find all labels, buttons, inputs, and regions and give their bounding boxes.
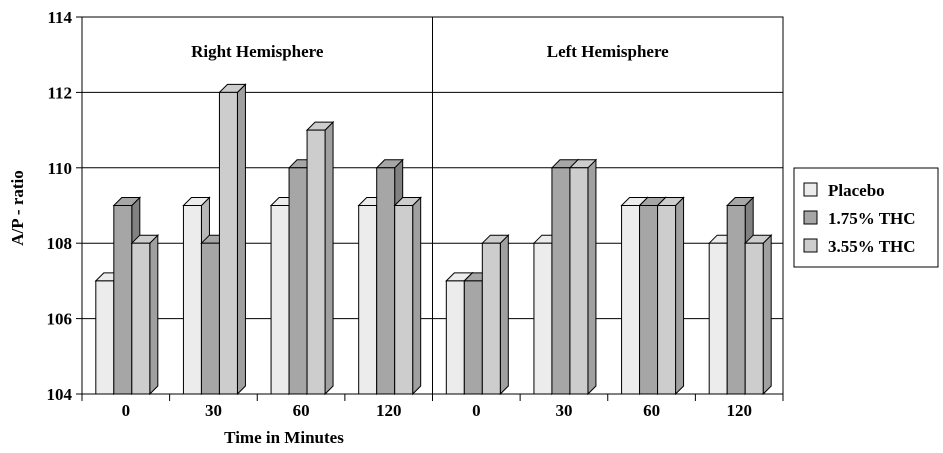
bar-front: [744, 242, 764, 395]
legend: Placebo 1.75% THC 3.55% THC: [793, 167, 939, 268]
y-tick-label: 114: [47, 8, 72, 27]
bar-front: [726, 205, 746, 395]
y-tick-label: 110: [47, 159, 72, 178]
bar-side: [762, 233, 772, 396]
bar-side: [324, 120, 334, 396]
bar-front: [288, 167, 308, 395]
bar-front: [113, 205, 133, 395]
bar-side: [587, 158, 597, 396]
y-tick-label: 108: [47, 234, 73, 253]
x-tick-label: 0: [472, 401, 481, 420]
legend-item: 3.55% THC: [803, 237, 916, 256]
bar: [218, 83, 247, 396]
y-axis-label: A/P - ratio: [8, 170, 27, 246]
bar-front: [306, 129, 326, 395]
tick-labels: 104 106 108 110 112 114 0 30 60 120 0 30 60 120: [47, 8, 752, 420]
bar-front: [95, 280, 115, 395]
bar-front: [445, 280, 465, 395]
bar-side: [499, 233, 509, 396]
x-tick-label: 30: [205, 401, 222, 420]
bar: [130, 233, 160, 396]
bar-front: [551, 167, 571, 395]
bar-side: [236, 83, 246, 396]
bar-front: [657, 205, 677, 395]
panel-labels: Right Hemisphere Left Hemisphere: [191, 42, 669, 61]
bar-front: [481, 242, 501, 395]
bar-side: [149, 233, 159, 396]
bar-front: [270, 205, 290, 395]
bar-front: [639, 205, 659, 395]
x-tick-label: 30: [555, 401, 572, 420]
y-tick-label: 112: [47, 83, 72, 102]
bar-front: [394, 205, 414, 395]
legend-box: [793, 167, 939, 268]
bar-side: [675, 196, 685, 396]
legend-swatch: [803, 182, 818, 197]
y-tick-label: 104: [47, 385, 73, 404]
x-tick-label: 120: [726, 401, 752, 420]
bar-front: [533, 242, 553, 395]
legend-swatch: [803, 210, 818, 225]
bar-front: [708, 242, 728, 395]
x-tick-label: 0: [122, 401, 131, 420]
bar-front: [182, 205, 202, 395]
bar: [305, 120, 335, 396]
bar: [481, 233, 510, 396]
bar-front: [131, 242, 151, 395]
x-tick-label: 120: [376, 401, 402, 420]
legend-item: 1.75% THC: [803, 209, 916, 228]
legend-label: 1.75% THC: [828, 209, 916, 228]
bar-front: [376, 167, 396, 395]
x-tick-label: 60: [293, 401, 310, 420]
bars: [94, 83, 773, 396]
legend-label: Placebo: [828, 181, 885, 200]
bar: [568, 158, 598, 396]
legend-item: Placebo: [803, 181, 885, 200]
bar-front: [218, 91, 238, 395]
bar: [743, 233, 773, 396]
x-axis-label: Time in Minutes: [224, 428, 344, 447]
panel-label: Left Hemisphere: [547, 42, 669, 61]
legend-label: 3.55% THC: [828, 237, 916, 256]
panel-label: Right Hemisphere: [191, 42, 324, 61]
bar-front: [463, 280, 483, 395]
x-tick-label: 60: [643, 401, 660, 420]
y-tick-label: 106: [47, 310, 73, 329]
bar-front: [200, 242, 220, 395]
axes: [76, 16, 784, 401]
legend-swatch: [803, 238, 818, 253]
bar: [393, 196, 422, 396]
bar: [656, 196, 685, 396]
bar-front: [621, 205, 641, 395]
bar-front: [569, 167, 589, 395]
bar-side: [412, 196, 422, 396]
bar-front: [358, 205, 378, 395]
